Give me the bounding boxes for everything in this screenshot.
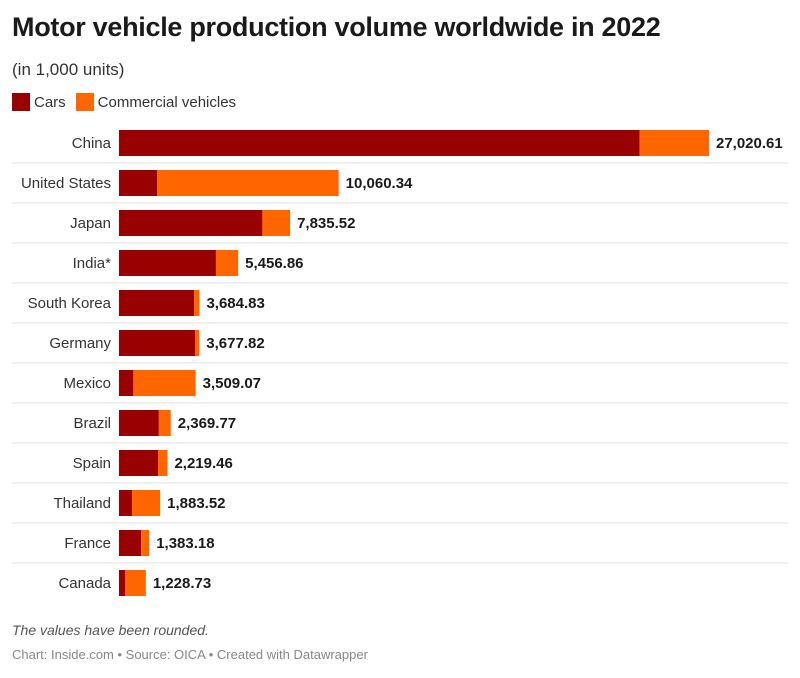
category-label: Canada [58, 575, 111, 592]
value-label: 5,456.86 [245, 255, 303, 272]
value-label: 10,060.34 [346, 175, 413, 192]
bar-cars [119, 530, 142, 556]
bar-cars [119, 490, 132, 516]
value-label: 1,383.18 [156, 535, 214, 552]
bar-cars [119, 450, 158, 476]
bar-cars [119, 130, 640, 156]
value-label: 3,677.82 [206, 335, 264, 352]
bar-commercial [194, 290, 200, 316]
chart-footer: Chart: Inside.com • Source: OICA • Creat… [12, 647, 368, 662]
bar-commercial [133, 370, 196, 396]
bar-commercial [157, 450, 168, 476]
bar-commercial [141, 530, 150, 556]
bar-cars [119, 210, 263, 236]
chart-subtitle: (in 1,000 units) [12, 60, 125, 79]
bar-cars [119, 170, 158, 196]
bar-chart: China 27,020.61 United States 10,060.34 Japa… [12, 130, 788, 596]
bar-cars [119, 410, 159, 436]
value-label: 3,684.83 [206, 295, 264, 312]
category-label: France [64, 535, 111, 552]
category-label: Germany [49, 335, 111, 352]
legend-item-commercial: Commercial vehicles [75, 93, 237, 111]
bar-commercial [131, 490, 161, 516]
legend-label-commercial: Commercial vehicles [97, 93, 237, 111]
category-label: Spain [73, 455, 111, 472]
bar-commercial [157, 170, 339, 196]
value-label: 2,369.77 [178, 415, 236, 432]
legend-swatch-commercial [75, 93, 94, 111]
bar-commercial [215, 250, 239, 276]
bar-commercial [125, 570, 146, 596]
value-label: 2,219.46 [174, 455, 232, 472]
bar-commercial [639, 130, 709, 156]
category-label: Mexico [63, 375, 111, 392]
value-label: 27,020.61 [716, 135, 783, 152]
legend: Cars Commercial vehicles [12, 93, 246, 111]
bar-commercial [158, 410, 171, 436]
value-label: 1,228.73 [153, 575, 211, 592]
legend-swatch-cars [12, 93, 30, 111]
legend-item-cars: Cars [12, 93, 66, 111]
bar-cars [119, 290, 195, 316]
bar-commercial [194, 330, 200, 356]
legend-label-cars: Cars [34, 93, 66, 111]
category-label: India* [73, 255, 112, 272]
category-label: Brazil [73, 415, 111, 432]
bar-cars [119, 370, 134, 396]
chart-title: Motor vehicle production volume worldwid… [12, 12, 661, 42]
value-label: 3,509.07 [203, 375, 261, 392]
category-label: Thailand [53, 495, 111, 512]
category-label: United States [21, 175, 111, 192]
category-label: China [72, 135, 112, 152]
category-label: South Korea [28, 295, 112, 312]
value-label: 1,883.52 [167, 495, 225, 512]
bar-cars [119, 250, 216, 276]
chart-note: The values have been rounded. [12, 622, 209, 638]
category-label: Japan [70, 215, 111, 232]
bar-cars [119, 570, 126, 596]
value-label: 7,835.52 [297, 215, 355, 232]
bar-commercial [262, 210, 291, 236]
bar-cars [119, 330, 195, 356]
